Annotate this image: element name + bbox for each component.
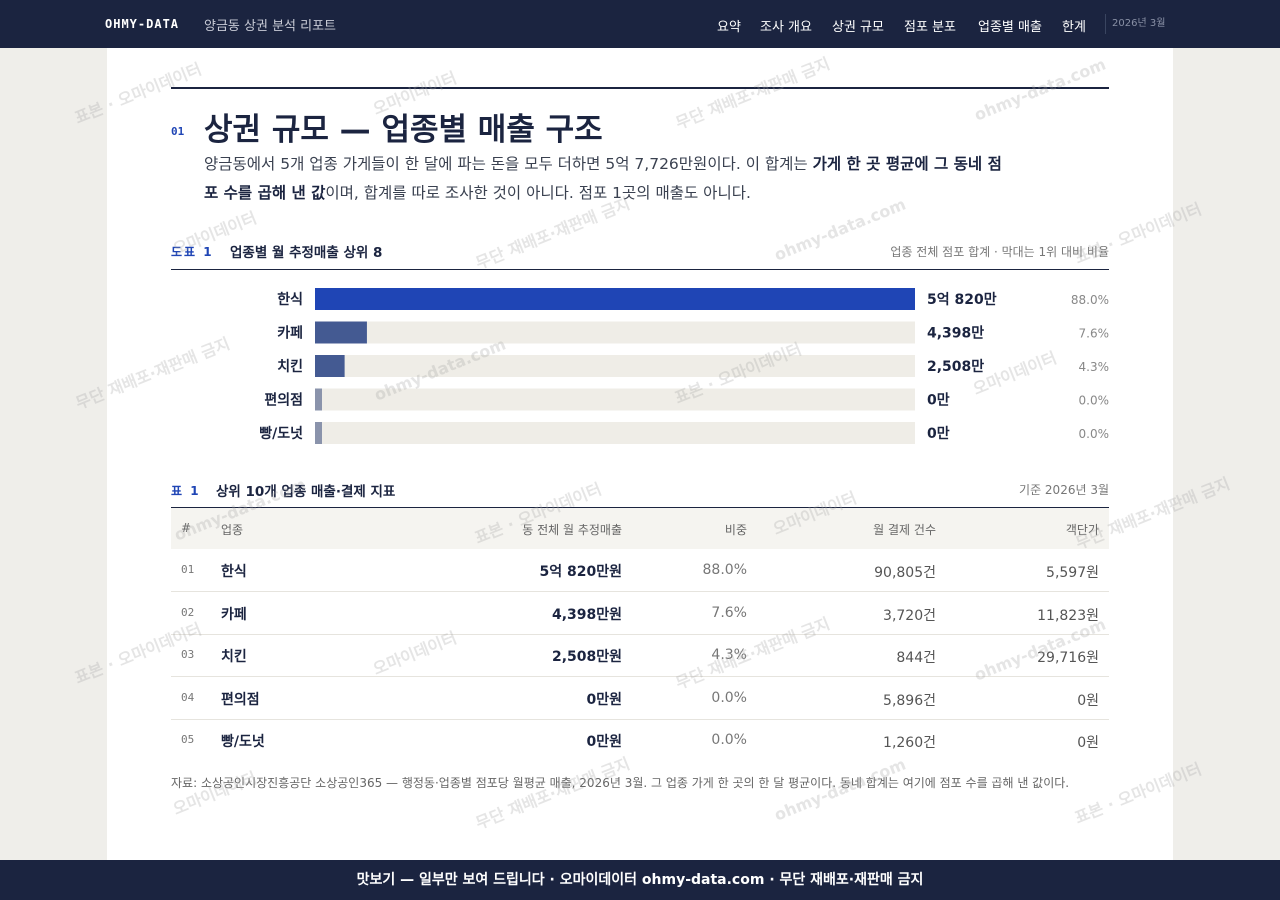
source-note: 자료: 소상공인시장진흥공단 소상공인365 — 행정동·업종별 점포당 월평균… [171,776,1070,790]
bar-share: 4.3% [1079,360,1110,374]
section-title: 상권 규모 — 업종별 매출 구조 [204,112,603,148]
table-cell: 5억 820만원 [539,564,622,580]
table-cell: 844건 [896,650,936,667]
table-cell: 0만원 [586,691,622,708]
nav-link[interactable]: 조사 개요 [760,20,812,35]
table-cell: 01 [181,563,195,576]
table-cell: 4.3% [711,647,747,664]
nav-date: 2026년 3월 [1105,14,1165,34]
table-cell: 0.0% [711,689,747,706]
bar [315,355,345,377]
table-cell: 0.0% [711,732,747,749]
bar-value: 5억 820만 [927,292,997,308]
bar [315,288,915,310]
table-cell: 0원 [1077,692,1099,709]
bar [315,321,367,344]
table-cell: 5,597원 [1046,565,1099,581]
row-rule [171,591,1109,592]
table-cell: 0만원 [586,734,622,751]
column-header: 동 전체 월 추정매출 [522,523,622,537]
column-header: 비중 [724,523,747,537]
table-cell: 카페 [221,606,247,623]
bar-label: 편의점 [264,392,303,409]
footer-bar: 맛보기 — 일부만 보여 드립니다 · 오마이데이터 ohmy-data.com… [0,860,1280,900]
lead-bold: 가게 한 곳 평균에 그 동네 점포 수를 곱해 낸 값 [204,155,1002,202]
table-cell: 88.0% [702,562,747,578]
bar-chart: 한식 5억 820만 88.0% 카페 4,398만 7.6% 치킨 2,508만 4.3% 편의… [259,288,1110,444]
figure-label: 도표 1 [171,245,214,259]
bar-track [315,422,915,444]
bar-stub [315,388,322,411]
bar-track [315,355,915,377]
row-rule [171,718,1109,720]
nav-link[interactable]: 업종별 매출 [978,20,1042,35]
column-header: 월 결제 건수 [873,523,936,537]
bar-track [315,321,915,344]
section-number: 01 [171,125,185,138]
table-cell: 치킨 [221,649,247,666]
bar-share: 0.0% [1079,394,1110,408]
bar-track [315,388,915,411]
paper [107,48,1173,860]
footer-text: 맛보기 — 일부만 보여 드립니다 · 오마이데이터 ohmy-data.com… [356,872,924,888]
table-cell: 3,720건 [883,607,936,624]
bar-share: 0.0% [1079,427,1110,441]
table-cell: 1,260건 [883,735,936,752]
bar-share: 88.0% [1071,293,1109,307]
column-header: # [181,521,192,535]
table-header [171,507,1109,549]
row-rule [171,676,1109,678]
table-cell: 90,805건 [874,565,936,581]
table-note: 기준 2026년 3월 [1019,483,1109,497]
figure-title: 업종별 월 추정매출 상위 8 [230,245,383,261]
table-cell: 29,716원 [1037,650,1099,667]
column-header: 객단가 [1065,523,1099,537]
lead-text: 양금동에서 5개 업종 가게들이 한 달에 파는 돈을 모두 더하면 5억 7,… [204,155,813,173]
nav-subtitle: 양금동 상권 분석 리포트 [204,19,336,34]
table-cell: 11,823원 [1037,607,1099,624]
bar-label: 카페 [277,326,303,342]
lead: 양금동에서 5개 업종 가게들이 한 달에 파는 돈을 모두 더하면 5억 7,… [204,150,1014,208]
table-cell: 4,398만원 [551,606,622,623]
bar-label: 한식 [277,292,303,308]
rule [171,269,1109,270]
bar-label: 치킨 [277,358,303,375]
nav-bar: OHMY-DATA 양금동 상권 분석 리포트 요약 조사 개요 상권 규모 점… [0,0,1280,48]
nav-link[interactable]: 한계 [1062,20,1086,35]
bar-stub [315,422,322,444]
row-rule [171,633,1109,635]
brand: OHMY-DATA [105,17,180,31]
table-cell: 0원 [1077,735,1099,752]
bar-value: 4,398만 [927,326,984,342]
column-header: 업종 [221,523,244,537]
table-cell: 05 [181,733,195,747]
table-title: 상위 10개 업종 매출·결제 지표 [216,484,396,500]
table-cell: 04 [181,690,195,704]
bar-value: 0만 [927,426,950,442]
lead-text: 이며, 합계를 따로 조사한 것이 아니다. 점포 1곳의 매출도 아니다. [325,184,751,202]
table-cell: 7.6% [711,604,747,621]
nav-link[interactable]: 요약 [717,20,741,35]
rule [171,87,1109,89]
bar-value: 0만 [927,393,950,409]
figure-note: 업종 전체 점포 합계 · 막대는 1위 대비 비율 [890,245,1109,259]
table-cell: 편의점 [221,691,260,708]
table-label: 표 1 [171,484,201,498]
table-cell: 03 [181,648,195,662]
nav-link[interactable]: 상권 규모 [832,20,884,35]
table-cell: 5,896건 [883,692,936,709]
nav-link[interactable]: 점포 분포 [904,20,956,35]
table-cell: 한식 [221,564,247,580]
bar-share: 7.6% [1079,327,1110,341]
bar-value: 2,508만 [927,359,984,375]
bar-label: 빵/도넛 [259,426,303,442]
table-cell: 2,508만원 [551,649,622,666]
table-cell: 빵/도넛 [221,734,265,751]
table-cell: 02 [181,605,195,619]
